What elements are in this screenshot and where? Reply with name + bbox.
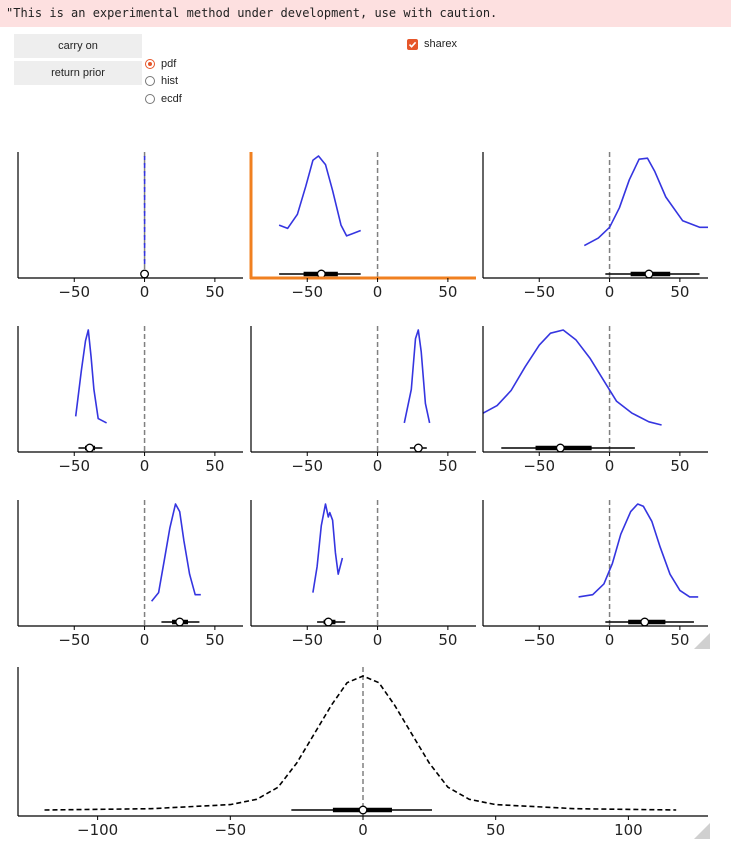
density-curve [150, 503, 201, 602]
x-tick-label: 0 [140, 283, 150, 301]
x-tick-label: 50 [486, 821, 505, 839]
x-tick-label: 0 [373, 283, 383, 301]
radio-label: ecdf [161, 92, 182, 105]
chart-panel-9: −50 0 50 [482, 500, 708, 649]
x-tick-label: −50 [291, 283, 323, 301]
density-curve [583, 157, 708, 247]
point-estimate-marker [644, 269, 654, 279]
warning-banner: "This is an experimental method under de… [0, 0, 731, 27]
x-tick-label: 0 [605, 283, 615, 301]
x-tick-label: −50 [291, 631, 323, 649]
chart-panel-8: −50 0 50 [250, 500, 476, 649]
density-curve [403, 329, 431, 424]
point-estimate-marker [175, 617, 185, 627]
sharex-label: sharex [424, 38, 458, 50]
radio-label: pdf [161, 57, 177, 70]
x-tick-label: 50 [438, 457, 457, 475]
x-tick-label: 50 [438, 283, 457, 301]
radio-button[interactable] [145, 75, 155, 86]
x-tick-label: 0 [140, 631, 150, 649]
x-tick-label: −100 [77, 821, 118, 839]
density-curve [44, 675, 677, 811]
x-tick-label: 50 [205, 631, 224, 649]
x-tick-label: 50 [670, 631, 689, 649]
radio-option-pdf[interactable]: pdf [145, 55, 176, 72]
point-estimate-marker [85, 443, 95, 453]
x-tick-label: −50 [58, 283, 90, 301]
chart-panel-10: −100 −50 0 50 100 [17, 667, 708, 839]
sharex-checkbox[interactable] [407, 38, 418, 50]
x-tick-label: −50 [523, 457, 555, 475]
x-tick-label: 50 [670, 283, 689, 301]
x-tick-label: −50 [58, 631, 90, 649]
x-tick-label: 0 [373, 457, 383, 475]
radio-option-hist[interactable]: hist [145, 72, 178, 89]
x-tick-label: 0 [358, 821, 368, 839]
x-tick-label: 50 [670, 457, 689, 475]
point-estimate-marker [555, 443, 565, 453]
point-estimate-marker [140, 269, 150, 279]
x-tick-label: 50 [438, 631, 457, 649]
density-curve [278, 155, 361, 237]
x-tick-label: 0 [373, 631, 383, 649]
x-tick-label: 50 [205, 283, 224, 301]
x-tick-label: 0 [605, 457, 615, 475]
x-tick-label: 100 [614, 821, 643, 839]
x-tick-label: −50 [214, 821, 246, 839]
chart-panel-1: −50 0 50 [17, 152, 243, 301]
density-curve [482, 329, 662, 426]
return-prior-button[interactable]: return prior [14, 61, 142, 85]
chart-panel-4: −50 0 50 [17, 326, 243, 475]
point-estimate-marker [640, 617, 650, 627]
x-tick-label: −50 [291, 457, 323, 475]
point-estimate-marker [323, 617, 333, 627]
x-tick-label: −50 [58, 457, 90, 475]
chart-panel-7: −50 0 50 [17, 500, 243, 649]
chart-panel-6: −50 0 50 [482, 326, 708, 475]
carry-on-button[interactable]: carry on [14, 34, 142, 58]
resize-handle-icon[interactable] [694, 633, 710, 649]
x-tick-label: −50 [523, 631, 555, 649]
chart-panel-2: −50 0 50 [249, 152, 476, 301]
point-estimate-marker [358, 805, 368, 815]
radio-option-ecdf[interactable]: ecdf [145, 90, 182, 107]
density-curve [578, 503, 699, 598]
density-curve [312, 503, 344, 593]
radio-label: hist [161, 74, 179, 87]
sharex-toggle[interactable]: sharex [407, 38, 457, 50]
x-tick-label: 0 [140, 457, 150, 475]
point-estimate-marker [413, 443, 423, 453]
density-curve [74, 329, 107, 424]
resize-handle-icon[interactable] [694, 823, 710, 839]
chart-panel-3: −50 0 50 [482, 152, 708, 301]
radio-button[interactable] [145, 93, 155, 104]
chart-panel-5: −50 0 50 [250, 326, 476, 475]
checkmark-icon [408, 41, 417, 48]
radio-button[interactable] [145, 58, 155, 69]
x-tick-label: 50 [205, 457, 224, 475]
x-tick-label: 0 [605, 631, 615, 649]
x-tick-label: −50 [523, 283, 555, 301]
